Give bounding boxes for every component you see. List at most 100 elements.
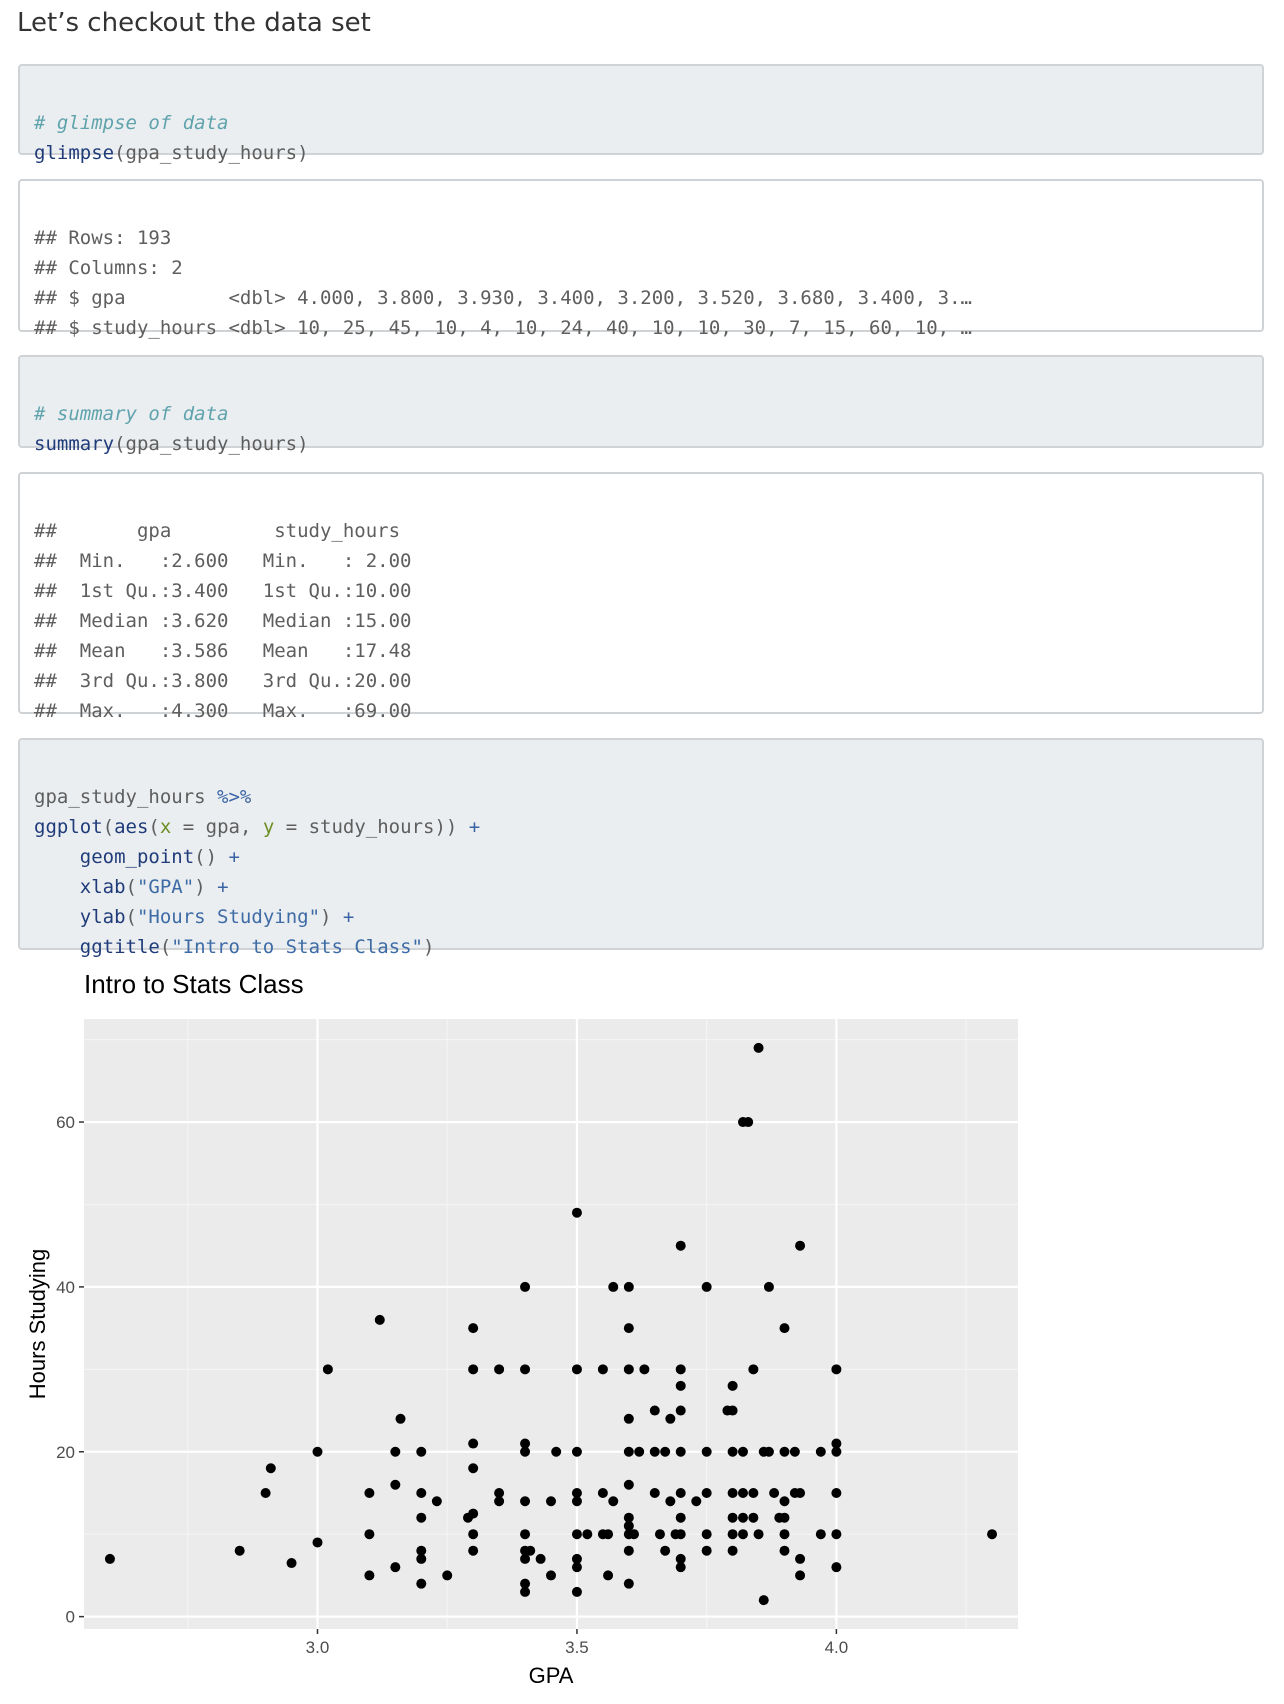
data-point <box>769 1487 780 1498</box>
code-punct: ( <box>159 936 172 958</box>
data-point <box>623 1512 634 1523</box>
data-point <box>390 1446 401 1457</box>
data-point <box>727 1405 738 1416</box>
data-point <box>234 1545 245 1556</box>
data-point <box>520 1578 531 1589</box>
data-point <box>546 1570 556 1581</box>
y-tick-label: 60 <box>56 1113 75 1132</box>
data-point <box>603 1529 614 1540</box>
code-args: (gpa_study_hours) <box>114 433 309 455</box>
data-point <box>390 1562 401 1573</box>
data-point <box>312 1446 323 1457</box>
data-point <box>763 1446 774 1457</box>
data-point <box>701 1281 712 1292</box>
code-punct: ) <box>320 906 343 928</box>
code-punct: ) <box>194 876 218 898</box>
data-point <box>649 1446 660 1457</box>
data-point <box>675 1487 686 1498</box>
output-block-summary: ## gpa study_hours ## Min. :2.600 Min. :… <box>18 472 1264 722</box>
data-point <box>665 1496 676 1507</box>
data-point <box>608 1281 619 1292</box>
data-point <box>468 1438 479 1449</box>
data-point <box>416 1446 427 1457</box>
data-point <box>364 1487 375 1498</box>
data-point <box>623 1281 634 1292</box>
code-comment: # glimpse of data <box>34 112 229 134</box>
data-point <box>468 1364 479 1375</box>
data-point <box>571 1487 582 1498</box>
data-point <box>753 1042 764 1053</box>
data-point <box>701 1487 712 1498</box>
code-indent <box>34 876 80 898</box>
data-point <box>675 1512 686 1523</box>
data-point <box>743 1117 754 1128</box>
section-heading: Let’s checkout the data set <box>17 8 371 38</box>
data-point <box>494 1364 505 1375</box>
data-point <box>701 1529 712 1540</box>
y-tick-label: 20 <box>56 1443 75 1462</box>
data-point <box>795 1553 806 1564</box>
data-point <box>675 1380 686 1391</box>
data-point <box>675 1364 686 1375</box>
data-point <box>582 1529 593 1540</box>
data-point <box>634 1446 645 1457</box>
code-punct: () <box>194 846 229 868</box>
data-point <box>520 1281 531 1292</box>
data-point <box>779 1323 790 1334</box>
data-point <box>815 1529 826 1540</box>
data-point <box>571 1446 582 1457</box>
code-function: glimpse <box>34 142 115 164</box>
data-point <box>623 1545 634 1556</box>
data-point <box>675 1562 686 1573</box>
data-point <box>623 1578 634 1589</box>
output-line: ## Rows: 193 <box>34 227 172 249</box>
code-punct: ( <box>102 816 115 838</box>
data-point <box>322 1364 333 1375</box>
data-point <box>665 1413 676 1424</box>
output-line: ## $ study_hours <dbl> 10, 25, 45, 10, 4… <box>34 317 972 339</box>
x-tick-label: 4.0 <box>825 1638 849 1657</box>
output-line: ## Max. :4.300 Max. :69.00 <box>34 700 435 722</box>
data-point <box>675 1405 686 1416</box>
data-point <box>535 1553 546 1564</box>
code-plus-operator: + <box>468 816 481 838</box>
code-args: (gpa_study_hours) <box>114 142 309 164</box>
data-point <box>520 1586 531 1597</box>
data-point <box>727 1512 738 1523</box>
data-point <box>416 1545 427 1556</box>
code-string: "Hours Studying" <box>136 906 321 928</box>
code-function: xlab <box>79 876 126 898</box>
data-point <box>831 1364 842 1375</box>
code-pipe-operator: %>% <box>217 786 252 808</box>
data-point <box>260 1487 271 1498</box>
data-point <box>649 1405 660 1416</box>
data-point <box>779 1512 790 1523</box>
data-point <box>795 1570 806 1581</box>
scatter-chart: Intro to Stats Class 3.0 3.5 4.0 0 20 40 60 GP… <box>25 969 1018 1688</box>
data-point <box>701 1545 712 1556</box>
code-punct: ( <box>148 816 160 838</box>
data-point <box>597 1364 608 1375</box>
data-point <box>660 1446 671 1457</box>
data-point <box>748 1487 759 1498</box>
data-point <box>779 1496 790 1507</box>
data-point <box>468 1323 479 1334</box>
code-function: ggplot <box>34 816 103 838</box>
data-point <box>727 1545 738 1556</box>
data-point <box>691 1496 702 1507</box>
code-function: aes <box>114 816 149 838</box>
data-point <box>571 1207 582 1218</box>
data-point <box>468 1545 479 1556</box>
code-function: geom_point <box>79 846 195 868</box>
data-point <box>779 1446 790 1457</box>
data-point <box>831 1438 842 1449</box>
code-arg-name: y <box>262 816 275 838</box>
data-point <box>623 1479 634 1490</box>
code-punct: ( <box>125 906 137 928</box>
minor-grid <box>84 1019 1018 1629</box>
data-point <box>639 1364 650 1375</box>
data-point <box>795 1240 806 1251</box>
data-point <box>525 1545 536 1556</box>
data-point <box>390 1479 401 1490</box>
data-point <box>795 1487 806 1498</box>
